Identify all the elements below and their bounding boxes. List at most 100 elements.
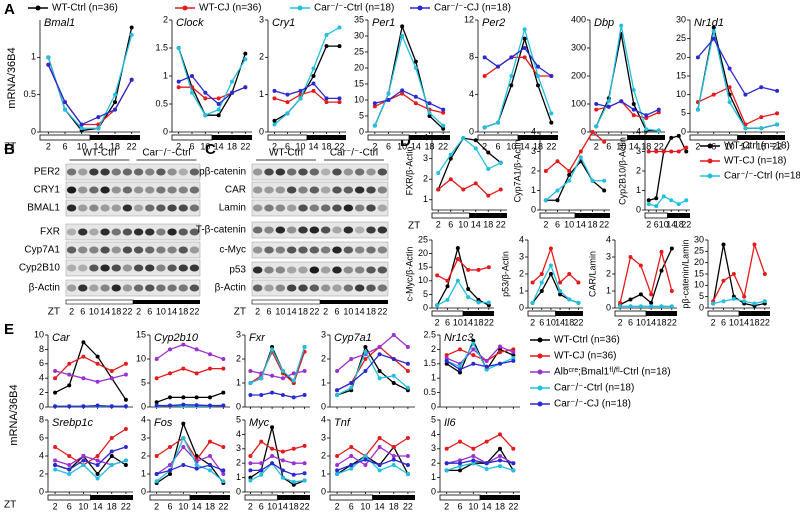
x-tick-label: 22 [484, 317, 494, 327]
data-point [484, 461, 489, 466]
chart-title: Nr1d1 [694, 17, 724, 29]
data-point [96, 115, 101, 120]
x-tick-label: 2 [436, 219, 441, 229]
x-tick-label: 10 [506, 141, 516, 151]
y-tick-label: 5 [681, 108, 686, 118]
data-point [190, 90, 194, 95]
lane-label: 10 [275, 306, 285, 316]
lane-label: 18 [298, 306, 308, 316]
data-point [154, 400, 159, 405]
data-point [53, 467, 58, 472]
series-line [619, 248, 673, 306]
series-line [156, 421, 224, 484]
blot-strip [65, 163, 201, 181]
data-point [458, 464, 462, 469]
x-tick-label: 18 [424, 141, 434, 151]
data-point [372, 101, 377, 106]
lane-label: 22 [189, 306, 199, 316]
data-point [53, 376, 58, 381]
x-tick-label: 22 [654, 141, 664, 151]
blot-strip [251, 163, 389, 181]
blot-band [66, 246, 77, 254]
data-point [482, 55, 487, 60]
data-point [684, 145, 689, 150]
series-line [178, 47, 246, 117]
x-tick-label: 10 [295, 141, 305, 151]
data-point [619, 23, 624, 28]
blot-band [377, 168, 388, 176]
data-point [95, 361, 100, 366]
data-point [168, 468, 172, 473]
data-point [496, 120, 500, 125]
blot-band [189, 228, 200, 236]
data-point [731, 296, 736, 301]
x-tick-label: 2 [248, 501, 253, 511]
data-point [711, 301, 716, 306]
blot-band [178, 168, 188, 176]
data-point [302, 443, 307, 448]
blot-band [133, 264, 144, 272]
blot-band [309, 284, 320, 292]
data-point [522, 36, 527, 41]
y-tick-label: 0 [321, 486, 326, 496]
blot-band [309, 266, 320, 274]
data-point [291, 446, 296, 451]
blot-band [332, 204, 342, 212]
data-point [405, 463, 410, 467]
series-line [336, 334, 409, 372]
y-tick-label: 0 [431, 486, 436, 496]
blot-band [354, 204, 365, 212]
data-point [471, 458, 476, 463]
data-point [444, 361, 449, 366]
blot-band [252, 186, 263, 194]
x-tick-label: 22 [121, 501, 131, 511]
y-tick-label: 4 [606, 234, 611, 244]
x-tick-label: 2 [711, 317, 716, 327]
blot-band [264, 186, 274, 194]
series-line [54, 370, 127, 383]
series-line [250, 455, 305, 464]
data-point [458, 468, 462, 473]
y-tick-label: 0 [39, 486, 44, 496]
lane-label: 14 [355, 306, 365, 316]
blot-band [264, 284, 274, 292]
dark-bar [409, 135, 450, 140]
x-tick-label: 2 [372, 141, 377, 151]
data-point [203, 90, 208, 95]
blot-band [320, 246, 331, 254]
chart-title: Fos [154, 417, 173, 429]
data-point [455, 257, 460, 262]
data-point [444, 461, 449, 466]
series-line [437, 178, 502, 197]
data-point [391, 357, 396, 361]
data-point [311, 74, 316, 78]
x-tick-label: 18 [495, 501, 505, 511]
y-tick-label: 3 [321, 432, 326, 442]
data-point [654, 204, 659, 209]
data-point [270, 446, 275, 451]
data-point [721, 242, 726, 247]
data-point [377, 463, 382, 467]
series-line [484, 26, 552, 128]
blot-band [89, 228, 99, 236]
data-point [649, 304, 654, 309]
y-tick-label: 5 [236, 414, 241, 424]
data-point [567, 272, 572, 276]
data-point [96, 126, 101, 131]
x-tick-label: 2 [695, 141, 700, 151]
lane-label: 22 [122, 306, 132, 316]
blot-band [122, 246, 133, 254]
blot-band [178, 264, 188, 272]
blot-band [309, 186, 320, 194]
data-point [349, 454, 354, 458]
data-point [661, 194, 666, 199]
data-point [400, 24, 405, 29]
lane-label: 2 [136, 306, 141, 316]
x-tick-label: 18 [389, 501, 399, 511]
blot-band [354, 246, 365, 254]
y-tick-label: 2 [236, 458, 241, 468]
legend-label: WT-CJ (n=36) [554, 351, 617, 362]
data-point [594, 102, 599, 106]
blot-band [275, 168, 286, 176]
x-tick-label: 6 [711, 141, 716, 151]
